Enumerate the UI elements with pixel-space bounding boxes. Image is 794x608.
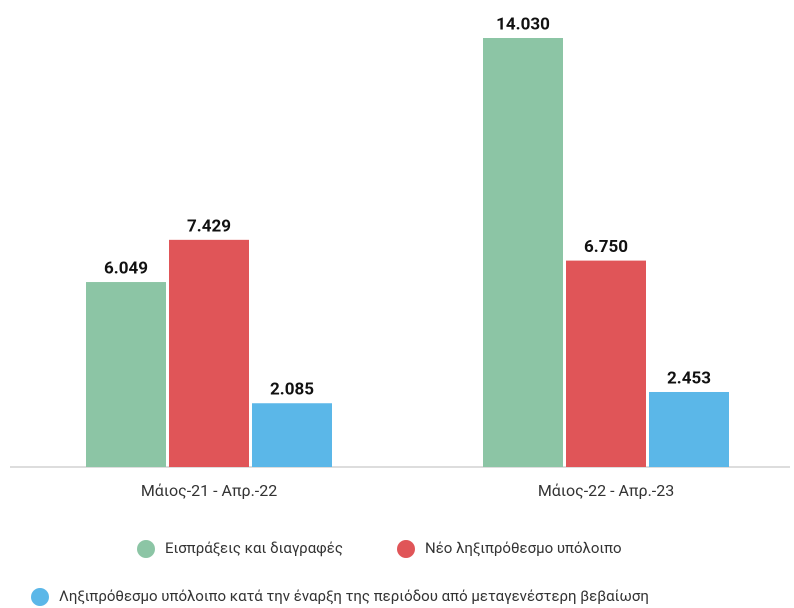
legend-label: Ληξιπρόθεσμο υπόλοιπο κατά την έναρξη τη… [59, 587, 649, 605]
x-tick-label: Μάιος-21 - Απρ.-22 [141, 481, 277, 500]
value-label: 7.429 [187, 216, 231, 236]
bar [169, 239, 249, 467]
bar [252, 403, 332, 467]
value-label: 14.030 [496, 14, 550, 34]
legend-label: Νέο ληξιπρόθεσμο υπόλοιπο [425, 539, 622, 557]
x-tick-label: Μάιος-22 - Απρ.-23 [538, 481, 674, 500]
bar [566, 260, 646, 467]
value-label: 2.453 [667, 368, 711, 388]
legend-swatch [397, 540, 415, 558]
bar [649, 391, 729, 467]
value-label: 6.750 [584, 237, 628, 257]
bar [483, 38, 563, 467]
value-label: 6.049 [104, 259, 148, 279]
bar [86, 282, 166, 467]
legend-swatch [137, 540, 155, 558]
legend-swatch [31, 588, 49, 606]
value-label: 2.085 [270, 380, 314, 400]
legend-label: Εισπράξεις και διαγραφές [165, 539, 343, 557]
